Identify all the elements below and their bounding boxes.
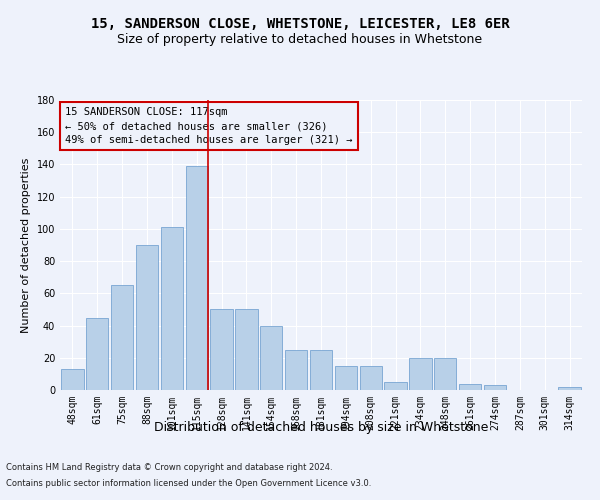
Text: 15, SANDERSON CLOSE, WHETSTONE, LEICESTER, LE8 6ER: 15, SANDERSON CLOSE, WHETSTONE, LEICESTE… [91, 18, 509, 32]
Text: Contains public sector information licensed under the Open Government Licence v3: Contains public sector information licen… [6, 478, 371, 488]
Bar [185, 166, 208, 390]
Text: 15 SANDERSON CLOSE: 117sqm
← 50% of detached houses are smaller (326)
49% of sem: 15 SANDERSON CLOSE: 117sqm ← 50% of deta… [65, 108, 353, 146]
Y-axis label: Number of detached properties: Number of detached properties [21, 158, 31, 332]
Bar [409, 358, 431, 390]
Text: Contains HM Land Registry data © Crown copyright and database right 2024.: Contains HM Land Registry data © Crown c… [6, 464, 332, 472]
Bar [434, 358, 457, 390]
Bar [484, 385, 506, 390]
Bar [161, 228, 183, 390]
Bar [211, 310, 233, 390]
Text: Distribution of detached houses by size in Whetstone: Distribution of detached houses by size … [154, 421, 488, 434]
Bar [310, 350, 332, 390]
Bar [235, 310, 257, 390]
Bar [285, 350, 307, 390]
Bar [335, 366, 357, 390]
Bar [61, 369, 83, 390]
Bar [385, 382, 407, 390]
Bar [459, 384, 481, 390]
Bar [136, 245, 158, 390]
Bar [559, 387, 581, 390]
Bar [111, 286, 133, 390]
Text: Size of property relative to detached houses in Whetstone: Size of property relative to detached ho… [118, 32, 482, 46]
Bar [86, 318, 109, 390]
Bar [359, 366, 382, 390]
Bar [260, 326, 283, 390]
